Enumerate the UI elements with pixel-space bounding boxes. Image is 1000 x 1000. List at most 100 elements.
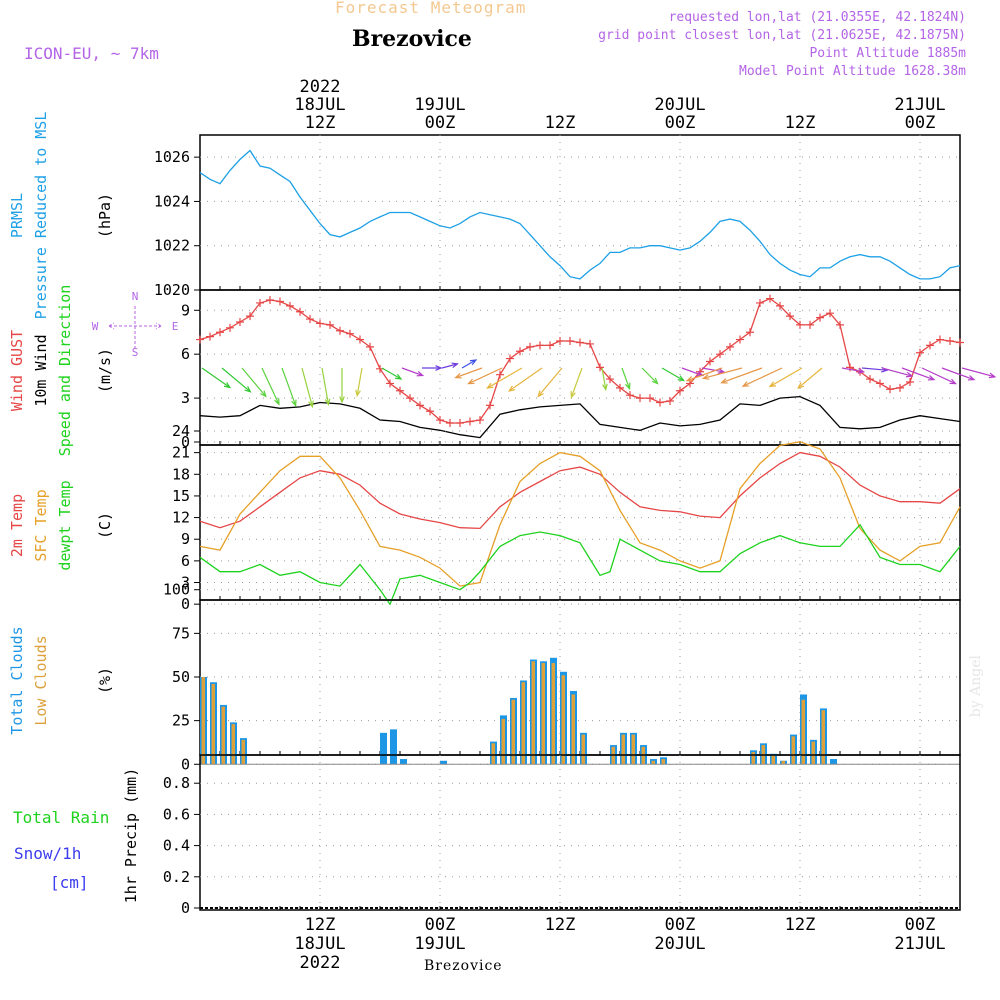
- y-axis-label: Total Clouds: [8, 626, 26, 734]
- wind-arrow-head: [244, 386, 252, 393]
- top-time-label: 12Z: [785, 113, 816, 133]
- wind-arrow: [301, 367, 313, 407]
- wind-arrow-head: [857, 368, 866, 374]
- bottom-time-label: 12Z: [545, 915, 576, 935]
- gust-point: [746, 328, 754, 337]
- compass-south: S: [132, 346, 139, 359]
- wind-arrow: [841, 367, 864, 373]
- wind-arrow: [742, 367, 783, 387]
- wind-arrow: [681, 367, 703, 377]
- bottom-time-label: 00Z: [425, 915, 456, 935]
- low-cloud-bar: [561, 675, 565, 765]
- gust-point: [196, 335, 204, 344]
- wind-arrow-head: [435, 365, 443, 371]
- y-tick-label: 6: [181, 345, 190, 363]
- point-altitude: Point Altitude 1885m: [809, 46, 966, 61]
- total-cloud-bar: [390, 729, 397, 765]
- panel-frame-precip: [199, 754, 961, 911]
- wind-arrow-head: [291, 399, 297, 408]
- gust-point: [346, 329, 354, 338]
- gust-point: [226, 323, 234, 332]
- gust-point: [436, 416, 444, 425]
- low-cloud-bar: [551, 663, 555, 765]
- footer-location: Brezovice: [424, 958, 503, 974]
- gust-point: [816, 313, 824, 322]
- low-cloud-bar: [541, 663, 545, 765]
- y-axis-label: 2m Temp: [8, 494, 26, 557]
- low-cloud-bar: [661, 759, 665, 765]
- y-tick-label: 9: [181, 301, 190, 319]
- wind-arrow-head: [260, 390, 267, 398]
- wind-arrow: [201, 367, 231, 388]
- wind-arrow: [537, 367, 563, 397]
- low-cloud-bar: [501, 718, 505, 765]
- gust-point: [576, 338, 584, 347]
- y-tick-label: 18: [172, 465, 190, 483]
- wind-arrow: [570, 367, 583, 398]
- precip-legend-label: Snow/1h: [14, 844, 81, 863]
- gust-point: [296, 307, 304, 316]
- low-cloud-bar: [621, 734, 625, 765]
- bottom-time-label: 19JUL: [414, 934, 465, 954]
- wind-arrow-head: [624, 382, 631, 391]
- gust-point: [586, 339, 594, 348]
- gust-point: [266, 296, 274, 305]
- y-axis-label: Speed and Direction: [56, 285, 74, 457]
- wind-arrow-head: [677, 375, 685, 382]
- wind-arrow-head: [720, 378, 728, 384]
- bottom-time-label: 21JUL: [894, 934, 945, 954]
- low-cloud-bar: [751, 752, 755, 765]
- wind-arrow-head: [454, 373, 462, 379]
- gust-point: [356, 335, 364, 344]
- wind-arrow-head: [988, 372, 997, 379]
- low-cloud-bar: [581, 734, 585, 765]
- y-tick-label: 0.4: [163, 837, 190, 855]
- low-cloud-bar: [791, 736, 795, 765]
- wind-arrow: [769, 367, 803, 388]
- gust-point: [796, 320, 804, 329]
- bottom-time-label: 12Z: [305, 915, 336, 935]
- y-axis-label: (hPa): [96, 193, 114, 238]
- gust-point: [706, 357, 714, 366]
- wind-arrow: [487, 367, 523, 389]
- wind-arrow-head: [797, 382, 805, 389]
- compass-west: W: [92, 320, 99, 333]
- low-cloud-bar: [781, 760, 785, 765]
- top-time-label: 00Z: [905, 113, 936, 133]
- compass-east: E: [172, 320, 179, 333]
- panel-frame-temperature: [199, 444, 961, 601]
- gust-point: [566, 337, 574, 346]
- wind-arrow: [601, 367, 607, 390]
- gust-point: [786, 312, 794, 321]
- y-tick-label: 100: [163, 581, 190, 599]
- compass-north: N: [132, 290, 139, 303]
- precip-legend-label: Total Rain: [13, 808, 109, 827]
- gust-point: [836, 320, 844, 329]
- wind-arrow-head: [223, 382, 232, 389]
- gust-point: [916, 348, 924, 357]
- y-axis-label: SFC Temp: [32, 489, 50, 561]
- gust-point: [246, 312, 254, 321]
- wind-arrow: [901, 367, 935, 381]
- wind-arrow-head: [701, 374, 710, 380]
- y-tick-label: 50: [172, 668, 190, 686]
- gust-point: [936, 335, 944, 344]
- low-cloud-bar: [801, 699, 805, 765]
- y-tick-label: 0: [181, 595, 190, 613]
- wind-arrow: [356, 367, 363, 396]
- gust-point: [886, 385, 894, 394]
- wind-arrow: [508, 367, 543, 392]
- y-tick-label: 0.2: [163, 868, 190, 886]
- wind-arrow-head: [486, 382, 494, 389]
- wind-arrow-head: [717, 368, 726, 374]
- low-cloud-bar: [771, 755, 775, 765]
- low-cloud-bar: [521, 682, 525, 765]
- wind-arrow: [661, 367, 684, 382]
- gust-point: [946, 337, 954, 346]
- gust-point: [316, 319, 324, 328]
- compass-rose: [108, 306, 162, 348]
- gust-point: [386, 379, 394, 388]
- low-cloud-bar: [811, 741, 815, 765]
- gust-point: [736, 335, 744, 344]
- wind-arrow: [961, 367, 995, 378]
